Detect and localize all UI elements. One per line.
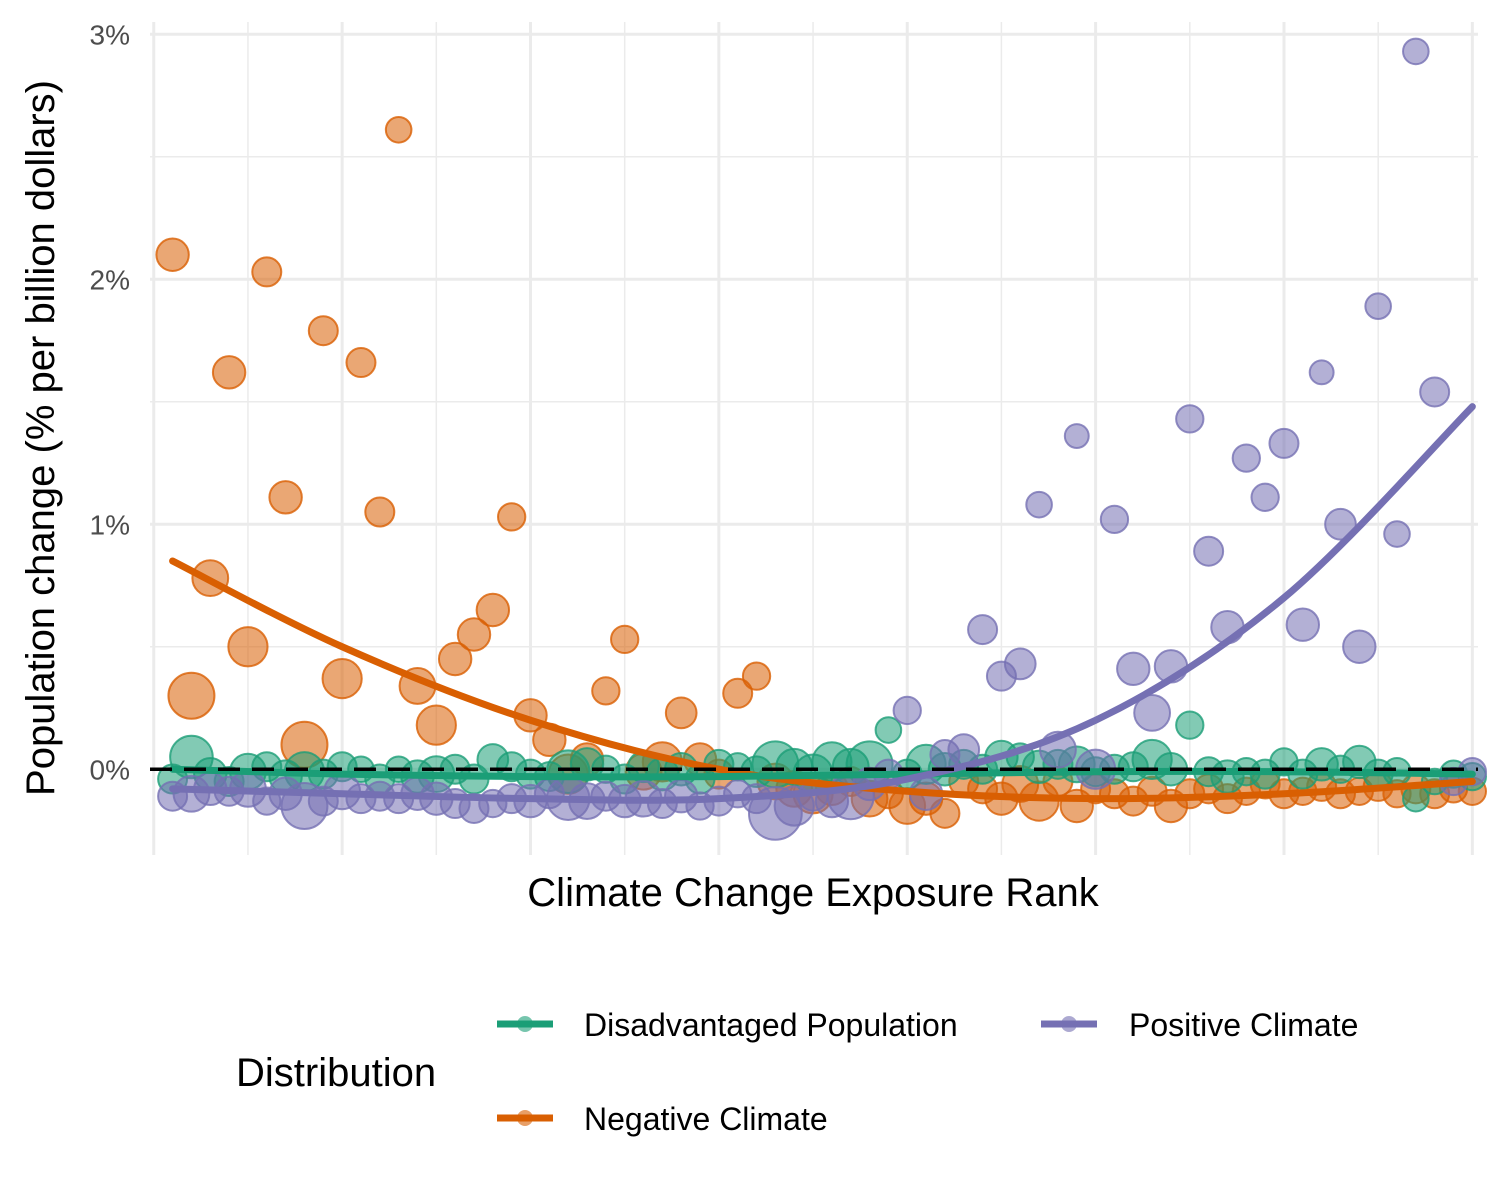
legend-item-disadvantaged-population: Disadvantaged Population xyxy=(497,1007,958,1043)
data-point-positive-climate xyxy=(1099,504,1130,534)
data-point-negative-climate xyxy=(268,480,303,515)
data-point-negative-climate xyxy=(664,696,698,730)
y-tick-label: 1% xyxy=(90,509,130,540)
legend-label-positive-climate: Positive Climate xyxy=(1129,1007,1358,1043)
data-point-positive-climate xyxy=(1268,427,1300,459)
data-point-positive-climate xyxy=(1193,535,1225,567)
data-point-positive-climate xyxy=(1175,404,1205,434)
y-axis-title: Population change (% per billion dollars… xyxy=(19,80,63,796)
data-point-negative-climate xyxy=(307,315,339,347)
y-tick-label: 0% xyxy=(90,754,130,785)
data-point-negative-climate xyxy=(741,661,772,691)
legend-key-point-negative xyxy=(517,1110,533,1126)
data-point-positive-climate xyxy=(1133,694,1172,732)
data-point-disadvantaged-population xyxy=(1175,710,1205,740)
data-point-positive-climate xyxy=(1364,292,1392,321)
data-point-negative-climate xyxy=(384,116,413,144)
data-point-positive-climate xyxy=(1063,423,1090,449)
y-tick-label: 3% xyxy=(90,19,130,50)
data-point-negative-climate xyxy=(345,347,377,379)
data-point-negative-climate xyxy=(364,496,396,528)
data-point-negative-climate xyxy=(475,592,511,628)
data-point-negative-climate xyxy=(610,624,640,655)
y-tick-labels: 0% 1% 2% 3% xyxy=(90,19,130,785)
data-point-disadvantaged-population xyxy=(874,716,903,744)
y-tick-label: 2% xyxy=(90,264,130,295)
x-axis-title: Climate Change Exposure Rank xyxy=(527,871,1099,915)
data-point-positive-climate xyxy=(1383,520,1411,548)
data-point-negative-climate xyxy=(227,626,269,668)
data-point-positive-climate xyxy=(1324,507,1357,541)
data-point-positive-climate xyxy=(1231,443,1261,473)
legend-item-negative-climate: Negative Climate xyxy=(497,1101,828,1137)
fit-curve-negative-climate xyxy=(169,557,1476,803)
fit-curves-layer xyxy=(169,403,1476,804)
data-point-positive-climate xyxy=(967,614,999,646)
fit-curve-positive-climate xyxy=(169,403,1476,804)
data-point-positive-climate xyxy=(1308,359,1335,386)
legend-key-point-positive xyxy=(1061,1016,1077,1032)
fit-curve-disadvantaged-population xyxy=(169,765,1476,781)
data-point-positive-climate xyxy=(1250,482,1280,512)
data-point-negative-climate xyxy=(437,641,473,677)
data-point-negative-climate xyxy=(251,256,283,288)
legend-label-disadvantaged-population: Disadvantaged Population xyxy=(584,1007,958,1043)
legend: Distribution Disadvantaged Population Po… xyxy=(236,1007,1358,1137)
data-point-negative-climate xyxy=(722,677,754,709)
data-point-positive-climate xyxy=(1116,651,1151,686)
data-point-negative-climate xyxy=(456,617,492,652)
legend-title: Distribution xyxy=(236,1051,436,1095)
data-point-negative-climate xyxy=(167,671,216,720)
legend-key-point-disadvantaged xyxy=(517,1016,533,1032)
data-point-positive-climate xyxy=(1342,629,1377,664)
data-point-negative-climate xyxy=(211,355,247,390)
points-layer xyxy=(155,37,1487,841)
data-point-positive-climate xyxy=(1003,647,1037,681)
data-point-negative-climate xyxy=(155,237,190,272)
data-point-negative-climate xyxy=(321,658,363,700)
data-point-positive-climate xyxy=(1285,607,1321,642)
data-point-negative-climate xyxy=(497,502,527,532)
data-point-positive-climate xyxy=(1402,37,1430,66)
legend-item-positive-climate: Positive Climate xyxy=(1041,1007,1358,1043)
data-point-negative-climate xyxy=(415,704,457,746)
legend-label-negative-climate: Negative Climate xyxy=(584,1101,828,1137)
data-point-positive-climate xyxy=(892,695,922,726)
data-point-positive-climate xyxy=(1419,376,1451,408)
data-point-positive-climate xyxy=(1025,490,1053,519)
data-point-negative-climate xyxy=(591,676,621,706)
